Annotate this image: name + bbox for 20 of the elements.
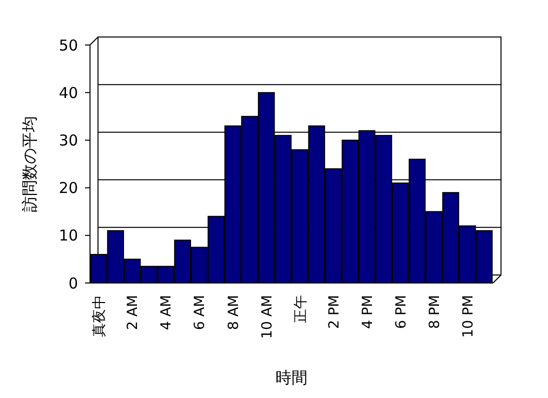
y-tick-label: 40 <box>58 84 78 102</box>
x-tick-label: 6 AM <box>192 295 208 330</box>
x-tick-label: 真夜中 <box>92 295 108 337</box>
x-axis-title: 時間 <box>276 368 308 387</box>
x-tick-label: 10 AM <box>259 295 276 339</box>
x-tick-label: 4 PM <box>360 295 376 329</box>
y-tick-label: 30 <box>58 131 78 150</box>
y-tick-label: 20 <box>58 179 78 198</box>
y-tick-label: 10 <box>58 226 78 245</box>
x-tick-label: 8 AM <box>226 295 242 330</box>
x-tick-label: 6 PM <box>393 295 410 329</box>
x-tick-label: 2 AM <box>125 295 142 330</box>
x-tick-label: 10 PM <box>460 295 476 338</box>
y-axis-title: 訪問数の平均 <box>20 116 39 212</box>
x-tick-label: 4 AM <box>158 295 175 330</box>
y-tick-label: 0 <box>68 274 78 292</box>
x-tick-label: 2 PM <box>326 295 342 329</box>
y-tick-label: 50 <box>58 36 78 54</box>
x-tick-label: 8 PM <box>426 295 443 329</box>
x-tick-label: 正午 <box>292 295 309 323</box>
